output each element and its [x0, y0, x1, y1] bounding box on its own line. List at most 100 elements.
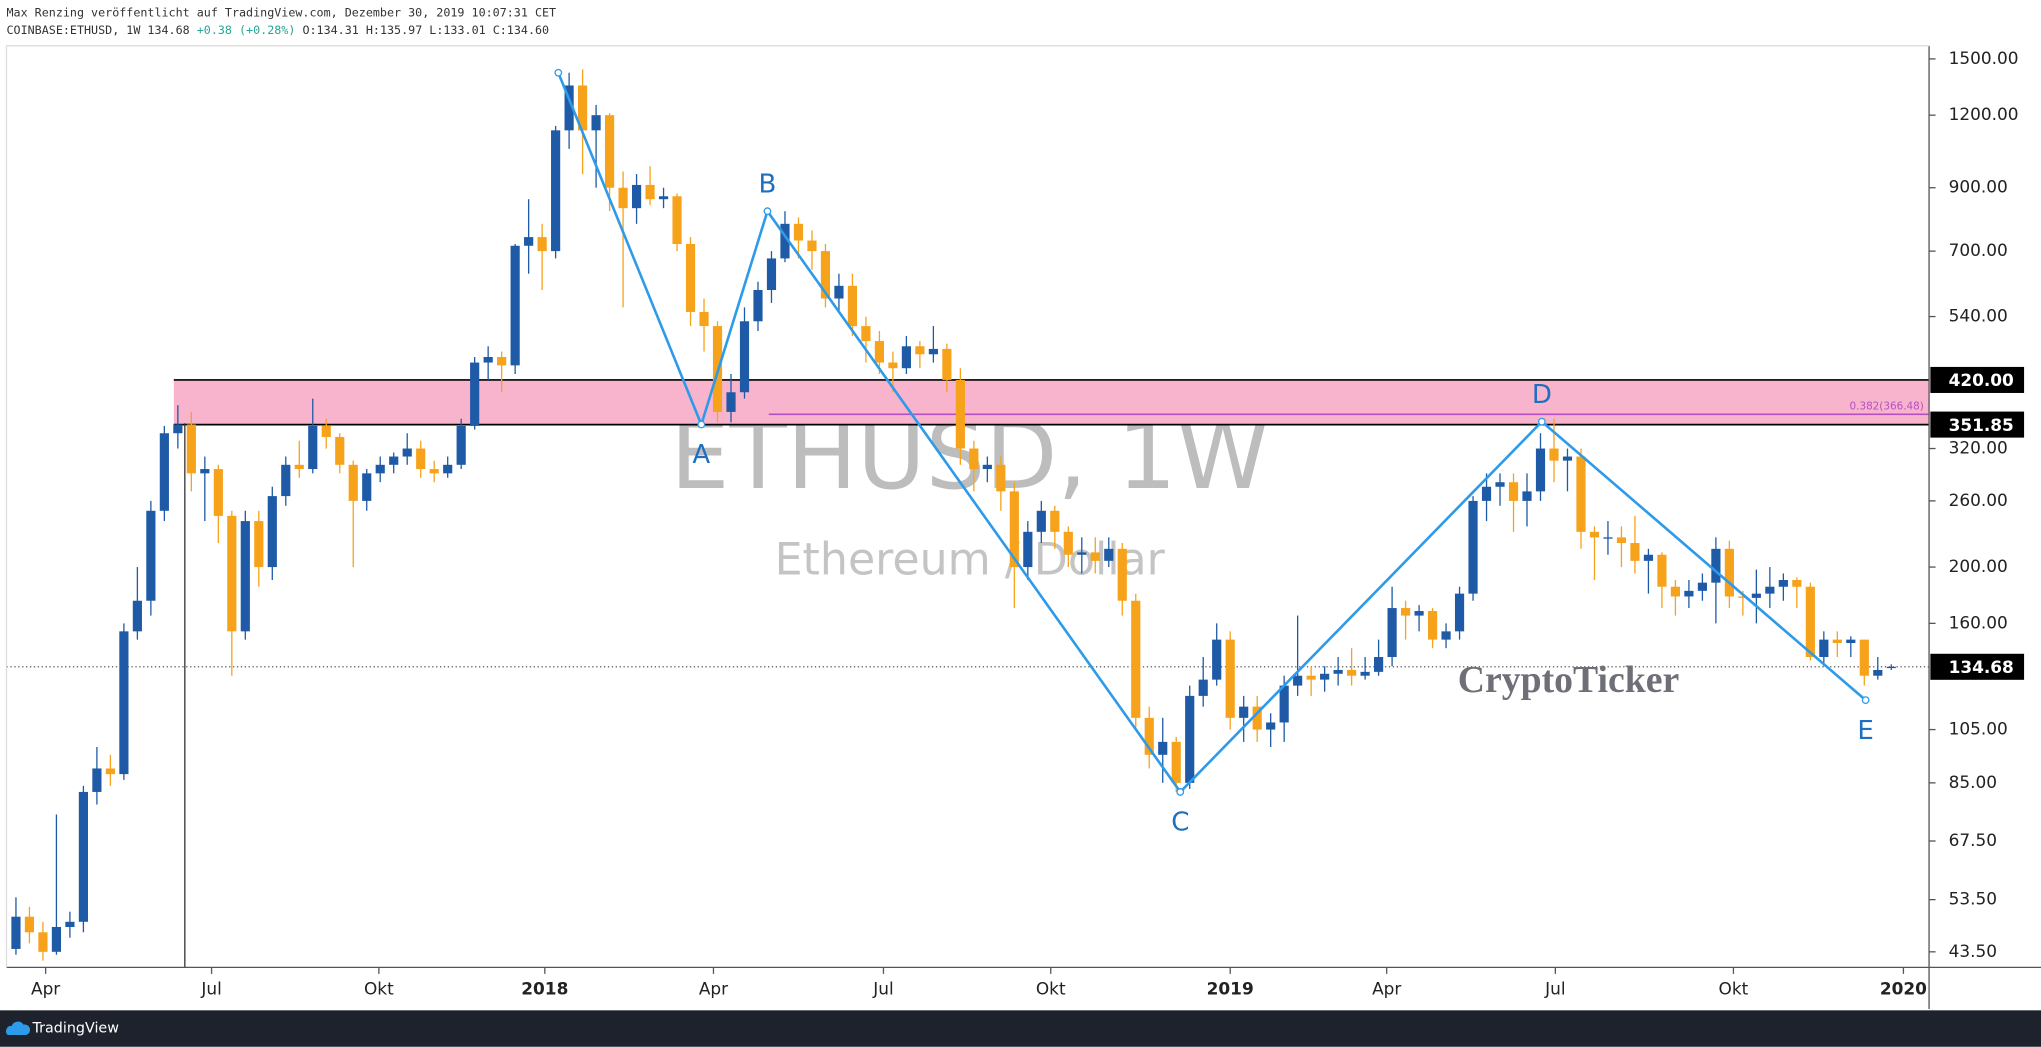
candle-body	[564, 85, 574, 131]
candle-body	[1293, 675, 1303, 686]
candle-body	[1859, 639, 1869, 676]
candle-body	[1643, 554, 1654, 561]
candle-body	[888, 362, 898, 369]
candle-body	[807, 240, 817, 252]
y-tick-label: 105.00	[1949, 719, 2008, 739]
y-tick-label: 43.50	[1949, 941, 1997, 961]
candle-body	[766, 258, 777, 290]
candle-body	[578, 85, 588, 131]
candle-body	[321, 425, 331, 437]
axis-layer: 43.50 53.50 67.50 85.00 105.00 160.00 200.00 26…	[5, 45, 2041, 1010]
candle-body	[1198, 679, 1208, 696]
candle-body	[1023, 531, 1033, 568]
pattern-label: B	[759, 170, 777, 200]
candle-body	[213, 469, 223, 516]
candle-body	[51, 926, 62, 952]
candle-body	[1454, 593, 1465, 632]
support-zone	[173, 379, 1930, 425]
candle-body	[389, 456, 399, 465]
candle-body	[1090, 552, 1100, 561]
candle-body	[443, 464, 453, 474]
candle-body	[65, 921, 75, 927]
candle-body	[645, 184, 655, 200]
candle-body	[497, 357, 507, 366]
candle-body	[996, 464, 1006, 492]
candle-body	[1306, 675, 1316, 680]
candle-body	[1819, 639, 1829, 658]
y-tick-label: 320.00	[1949, 438, 2008, 458]
candle-body	[456, 425, 466, 465]
candle-body	[1036, 510, 1046, 532]
x-tick-label: Jul	[1544, 978, 1565, 998]
candle-body	[119, 631, 129, 775]
candle-body	[1778, 580, 1788, 587]
candle-body	[1212, 639, 1222, 680]
candle-body	[1171, 741, 1181, 783]
candle-body	[308, 425, 318, 470]
y-tick-label: 1200.00	[1949, 104, 2019, 124]
candle-body	[955, 379, 965, 449]
candle-body	[1427, 611, 1438, 640]
watermark-subtitle: Ethereum / Dollar	[775, 535, 1166, 586]
x-tick-label: 2020	[1880, 978, 1927, 998]
candle-body	[1832, 639, 1842, 644]
candle-body	[604, 115, 615, 188]
price-label-box	[1930, 366, 2025, 393]
candle-body	[1657, 554, 1667, 587]
candle-body	[1131, 600, 1141, 718]
y-tick-label: 53.50	[1949, 889, 1997, 909]
candle-body	[1684, 590, 1694, 597]
candle-body	[1374, 657, 1384, 672]
candle-body	[1050, 510, 1060, 532]
candle-body	[429, 469, 439, 474]
candle-body	[847, 285, 858, 327]
candle-body	[470, 362, 480, 426]
candle-body	[1252, 706, 1262, 730]
candle-body	[1603, 537, 1613, 539]
candle-body	[1711, 548, 1721, 583]
y-tick-label: 67.50	[1949, 830, 1997, 850]
pattern-label: C	[1171, 808, 1189, 838]
candle-body	[901, 346, 911, 369]
pattern-point	[697, 420, 706, 429]
x-tick-label: Apr	[1372, 978, 1401, 998]
candle-body	[1185, 695, 1195, 783]
candle-body	[1481, 486, 1492, 501]
candle-body	[105, 768, 115, 775]
candle-body	[1104, 548, 1114, 561]
candle-body	[618, 187, 628, 209]
pattern-point	[1537, 417, 1546, 426]
candle-body	[1144, 717, 1154, 755]
candle-body	[1158, 741, 1168, 755]
candle-body	[861, 326, 871, 342]
candle-body	[1279, 685, 1289, 723]
header-high: H:135.97	[366, 23, 422, 37]
candle-body	[753, 289, 763, 322]
candle-body	[699, 311, 709, 327]
footer-logo	[6, 1021, 31, 1036]
header-price: 134.68	[147, 23, 189, 37]
candle-body	[1765, 586, 1775, 594]
candle-body	[335, 436, 345, 465]
header-symbol: COINBASE:ETHUSD, 1W	[7, 23, 142, 37]
pattern-point	[554, 68, 563, 77]
x-tick-label: Okt	[1036, 978, 1066, 998]
candle-body	[969, 448, 979, 470]
candle-body	[942, 348, 952, 380]
footer-brand[interactable]: TradingView	[32, 1021, 120, 1037]
pattern-label: D	[1532, 380, 1552, 410]
candle-body	[1562, 456, 1573, 461]
candle-body	[159, 433, 169, 511]
candle-body	[1886, 666, 1896, 669]
candle-body	[820, 251, 831, 299]
candle-body	[146, 510, 156, 601]
candle-body	[1063, 531, 1073, 555]
price-label: 420.00	[1949, 370, 2014, 390]
candle-body	[416, 448, 426, 470]
pattern-layer: A B C D E	[554, 68, 1874, 838]
candle-body	[1576, 456, 1586, 532]
x-tick-label: 2019	[1207, 978, 1254, 998]
candle-body	[1333, 669, 1343, 674]
header-open: O:134.31	[302, 23, 358, 37]
